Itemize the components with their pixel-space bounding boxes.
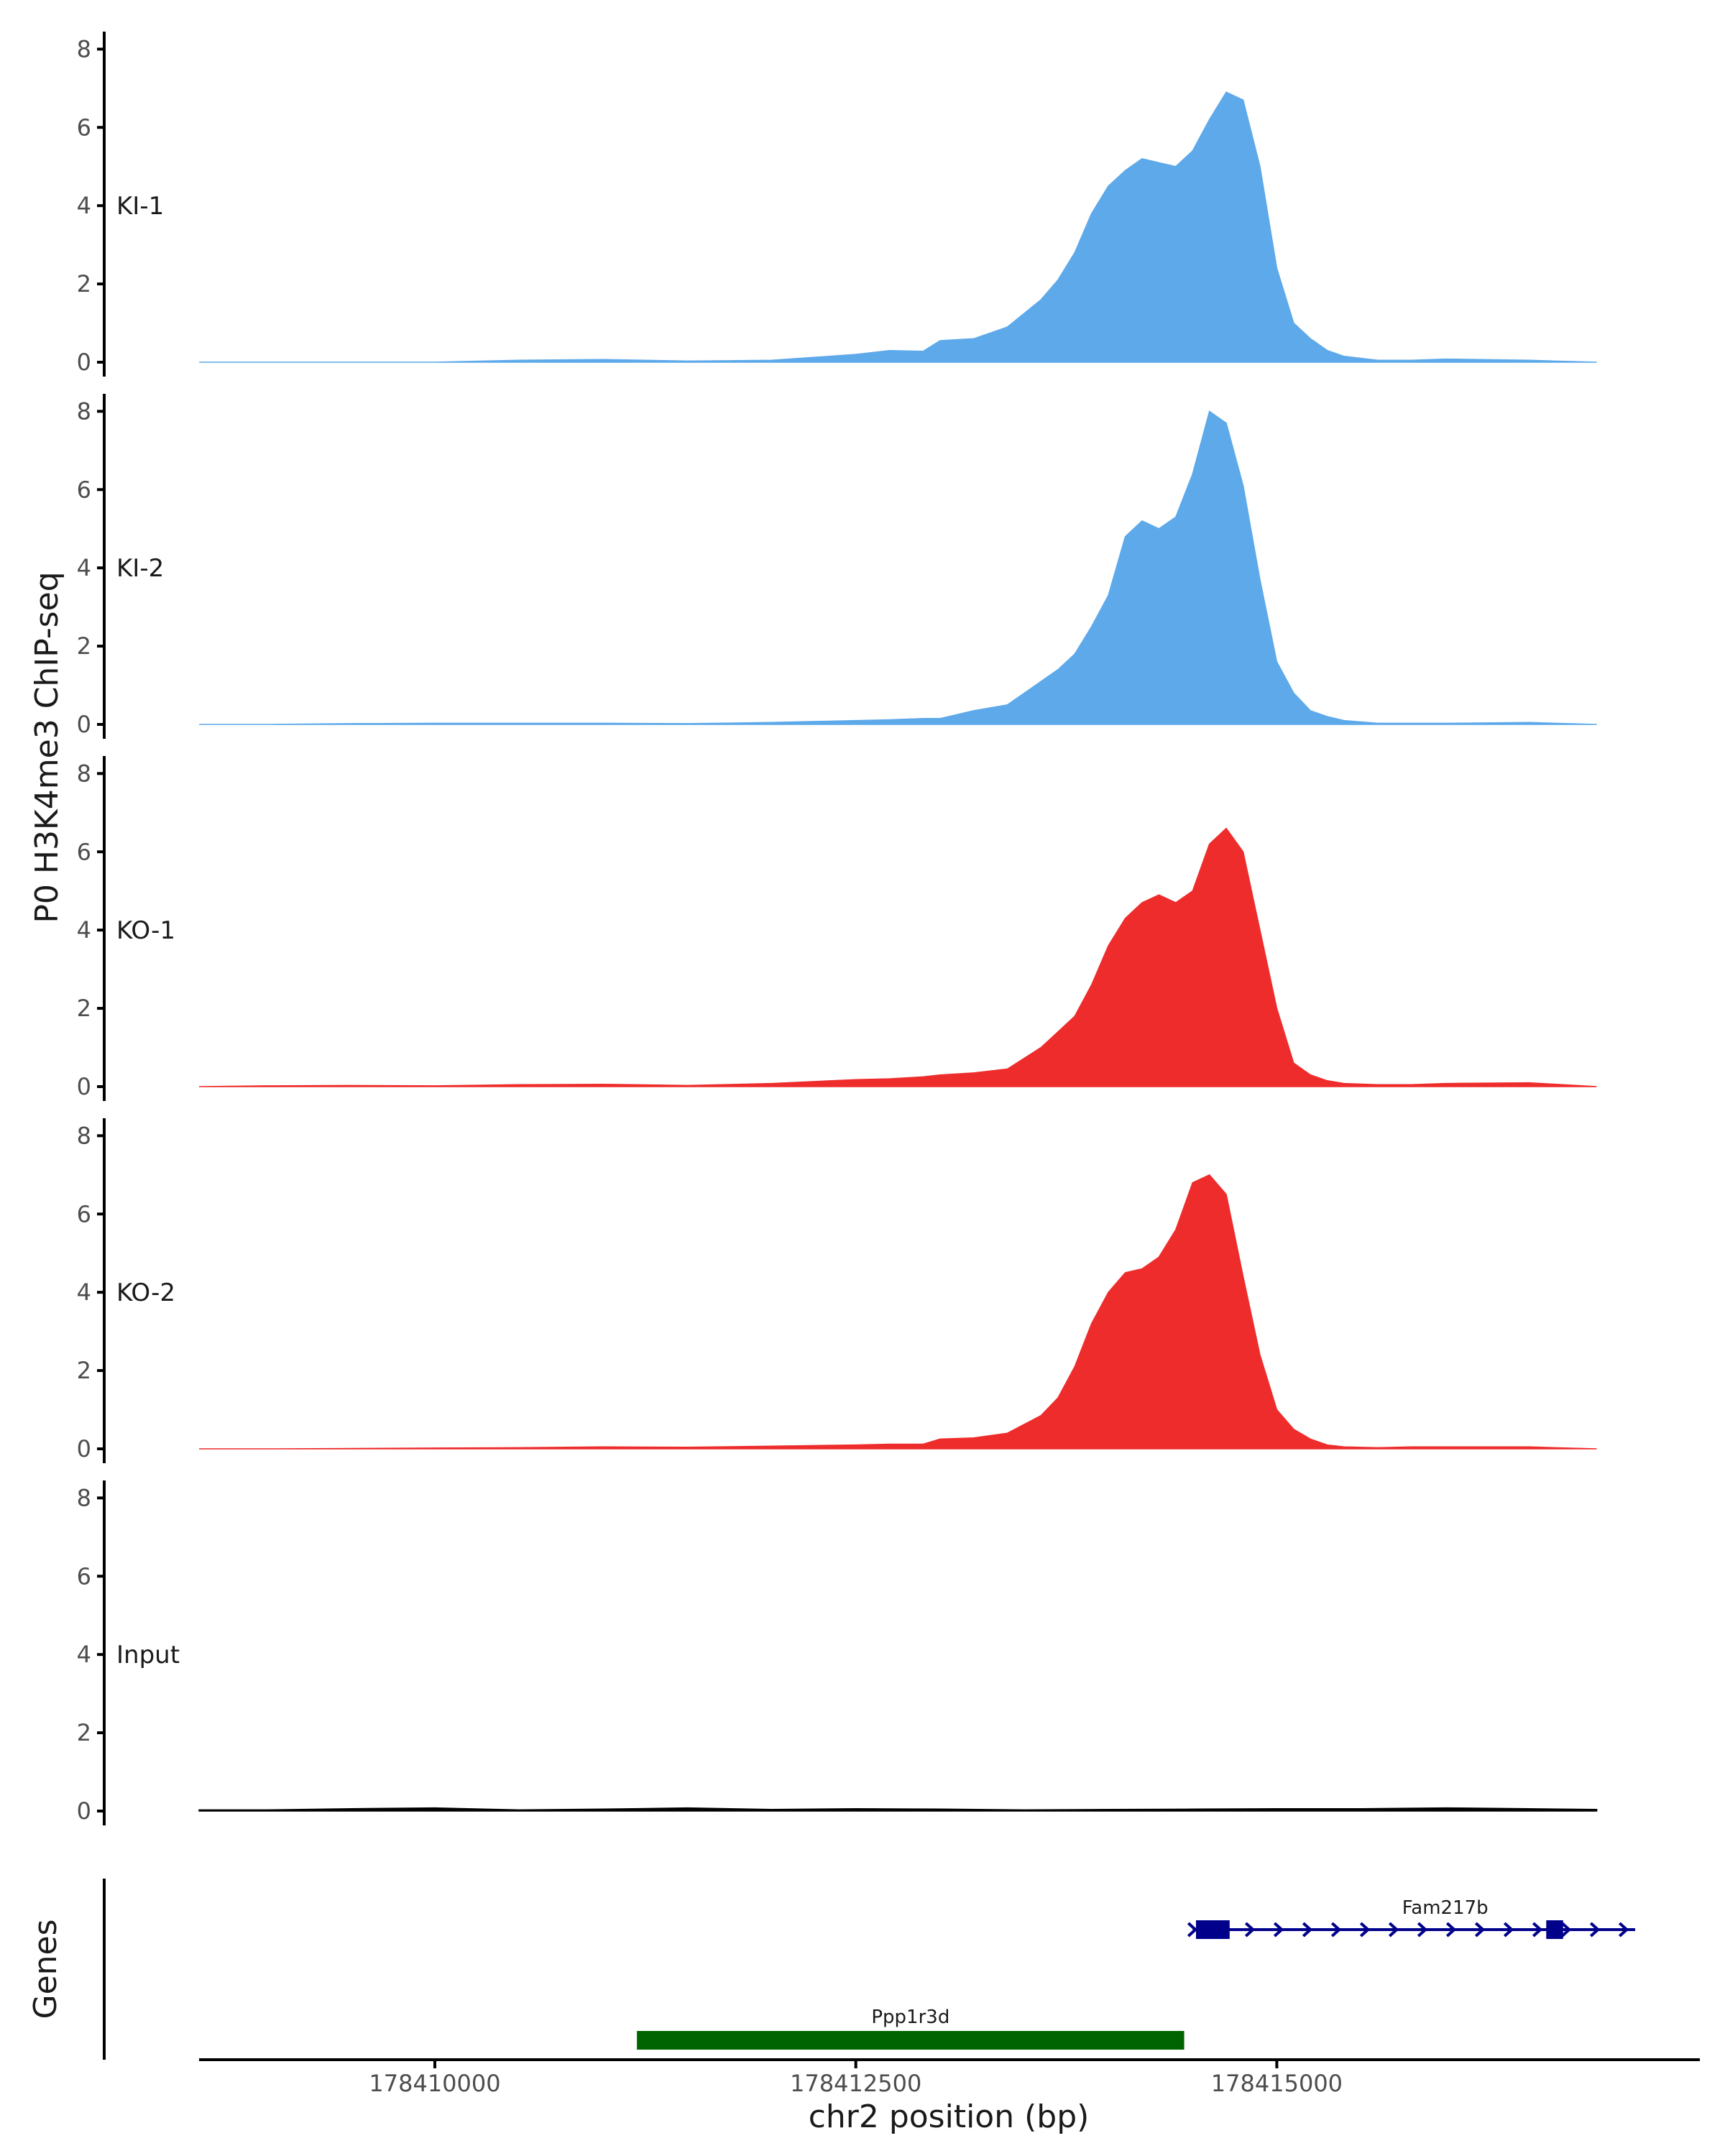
y-tick-label: 4 bbox=[77, 192, 91, 219]
y-tick-label: 2 bbox=[77, 1357, 91, 1384]
gene-label: Ppp1r3d bbox=[871, 2007, 949, 2028]
strand-arrow bbox=[1503, 1922, 1514, 1938]
strand-arrow bbox=[1532, 1922, 1543, 1938]
y-tick-label: 8 bbox=[77, 397, 91, 425]
y-tick-label: 0 bbox=[77, 711, 91, 738]
y-tick-label: 0 bbox=[77, 1797, 91, 1825]
track-ko-1: 0 2 4 6 8 KO-1 bbox=[77, 756, 1597, 1101]
x-axis-title: chr2 position (bp) bbox=[809, 2099, 1090, 2135]
signal-area-ki-1 bbox=[199, 91, 1597, 363]
track-label: KI-1 bbox=[116, 192, 164, 221]
track-input: 0 2 4 6 8 Input bbox=[77, 1480, 1598, 1825]
strand-arrow bbox=[1560, 1922, 1572, 1938]
x-tick-label: 178415000 bbox=[1211, 2070, 1343, 2097]
signal-area-ki-2 bbox=[199, 410, 1597, 725]
y-tick-label: 8 bbox=[77, 760, 91, 787]
y-tick-label: 4 bbox=[77, 1279, 91, 1306]
track-label: KI-2 bbox=[116, 554, 164, 583]
strand-arrow bbox=[1359, 1922, 1371, 1938]
strand-arrow bbox=[1388, 1922, 1399, 1938]
strand-arrow bbox=[1187, 1922, 1198, 1938]
x-tick-label: 178412500 bbox=[790, 2070, 921, 2097]
y-tick-label: 4 bbox=[77, 916, 91, 944]
y-tick-label: 6 bbox=[77, 114, 91, 141]
exon bbox=[637, 2031, 1184, 2050]
y-tick-label: 2 bbox=[77, 995, 91, 1022]
y-tick-label: 4 bbox=[77, 554, 91, 581]
gene-ppp1r3d: Ppp1r3d bbox=[637, 2007, 1184, 2050]
y-tick-label: 2 bbox=[77, 270, 91, 298]
y-tick-label: 6 bbox=[77, 838, 91, 865]
exon bbox=[1546, 1920, 1563, 1939]
track-label: Input bbox=[116, 1641, 180, 1669]
strand-arrow bbox=[1589, 1922, 1601, 1938]
y-tick-label: 4 bbox=[77, 1641, 91, 1668]
y-tick-label: 6 bbox=[77, 1562, 91, 1590]
strand-arrow bbox=[1618, 1922, 1629, 1938]
track-ki-2: 0 2 4 6 8 KI-2 bbox=[77, 394, 1597, 739]
strand-arrow bbox=[1302, 1922, 1313, 1938]
track-label: KO-1 bbox=[116, 916, 175, 945]
strand-arrow bbox=[1474, 1922, 1486, 1938]
y-tick-label: 0 bbox=[77, 1435, 91, 1462]
y-tick-label: 2 bbox=[77, 1719, 91, 1746]
genes-track-title: Genes bbox=[27, 1919, 64, 2019]
genes-track: Genes Ppp1r3d Fam217b bbox=[27, 1879, 1635, 2060]
y-tick-label: 6 bbox=[77, 476, 91, 503]
y-axis-title: P0 H3K4me3 ChIP-seq bbox=[29, 571, 65, 923]
strand-arrow bbox=[1417, 1922, 1428, 1938]
gene-fam217b: Fam217b bbox=[1187, 1897, 1635, 1939]
signal-area-input bbox=[198, 1807, 1598, 1812]
strand-arrow bbox=[1445, 1922, 1457, 1938]
strand-arrow bbox=[1244, 1922, 1256, 1938]
strand-arrow bbox=[1273, 1922, 1284, 1938]
y-tick-label: 8 bbox=[77, 1484, 91, 1511]
y-tick-label: 0 bbox=[77, 349, 91, 376]
track-ki-1: 0 2 4 6 8 KI-1 bbox=[77, 32, 1597, 377]
y-tick-label: 2 bbox=[77, 632, 91, 660]
strand-arrow bbox=[1330, 1922, 1342, 1938]
track-ko-2: 0 2 4 6 8 KO-2 bbox=[77, 1118, 1597, 1463]
y-tick-label: 6 bbox=[77, 1200, 91, 1227]
x-tick-label: 178410000 bbox=[369, 2070, 500, 2097]
signal-area-ko-1 bbox=[198, 827, 1597, 1087]
gene-label: Fam217b bbox=[1402, 1897, 1489, 1919]
y-tick-label: 0 bbox=[77, 1073, 91, 1100]
signal-tracks: 0 2 4 6 8 KI-1 0 2 4 6 8 KI-2 0 2 4 6 8 KO-1 0 2 4 6 8 KO-2 0 2 4 6… bbox=[77, 32, 1598, 1825]
track-label: KO-2 bbox=[116, 1279, 175, 1307]
y-tick-label: 8 bbox=[77, 1122, 91, 1149]
signal-area-ko-2 bbox=[199, 1174, 1597, 1450]
exon bbox=[1195, 1920, 1230, 1939]
y-tick-label: 8 bbox=[77, 35, 91, 63]
x-axis: 178410000 178412500 178415000 bbox=[199, 2058, 1700, 2097]
